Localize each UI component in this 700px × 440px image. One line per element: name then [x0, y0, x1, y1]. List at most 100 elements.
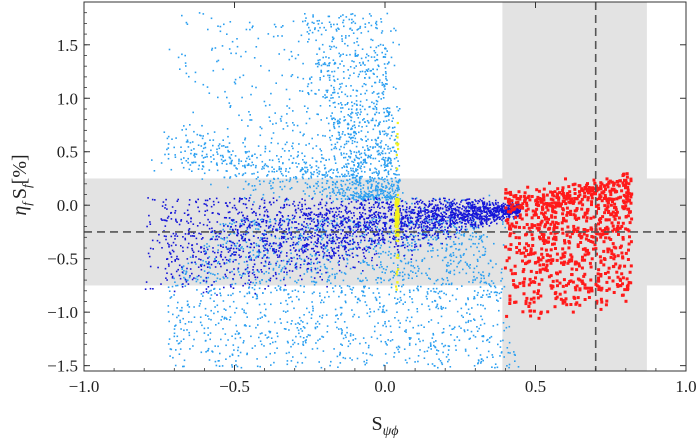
point-dark-blue: [288, 219, 291, 221]
point-light-blue: [341, 331, 343, 333]
point-light-blue: [362, 261, 365, 263]
point-light-blue: [293, 124, 295, 126]
point-dark-blue: [502, 217, 505, 220]
point-light-blue: [326, 175, 328, 177]
point-light-blue: [354, 338, 357, 340]
point-light-blue: [337, 138, 340, 140]
point-dark-blue: [461, 216, 464, 219]
point-dark-blue: [421, 228, 424, 231]
point-light-blue: [426, 350, 429, 352]
point-light-blue: [300, 34, 303, 37]
point-light-blue: [315, 342, 317, 344]
point-light-blue: [308, 195, 310, 197]
point-light-blue: [420, 285, 422, 288]
point-light-blue: [345, 16, 348, 18]
point-light-blue: [375, 185, 377, 188]
point-light-blue: [236, 330, 238, 333]
point-light-blue: [178, 342, 181, 344]
point-light-blue: [446, 231, 448, 234]
point-light-blue: [279, 279, 282, 282]
point-light-blue: [466, 262, 468, 265]
point-dark-blue: [459, 211, 462, 213]
point-light-blue: [360, 280, 363, 283]
point-light-blue: [364, 158, 366, 161]
point-light-blue: [451, 217, 453, 220]
point-light-blue: [338, 52, 340, 55]
point-light-blue: [376, 287, 379, 290]
point-dark-blue: [235, 221, 238, 223]
point-dark-blue: [483, 201, 486, 203]
point-light-blue: [218, 365, 221, 367]
point-light-blue: [378, 266, 381, 269]
point-light-blue: [269, 120, 271, 122]
point-light-blue: [263, 272, 265, 275]
point-dark-blue: [326, 209, 328, 211]
point-light-blue: [187, 161, 189, 164]
point-dark-blue: [232, 260, 234, 263]
point-light-blue: [455, 248, 457, 250]
point-light-blue: [233, 259, 236, 261]
point-dark-blue: [449, 221, 451, 223]
point-light-blue: [262, 292, 264, 294]
point-dark-blue: [333, 240, 336, 243]
point-light-blue: [347, 123, 350, 126]
point-dark-blue: [425, 228, 427, 230]
point-dark-blue: [260, 269, 262, 271]
point-dark-blue: [301, 208, 304, 210]
point-light-blue: [348, 175, 351, 177]
point-light-blue: [463, 235, 465, 237]
point-light-blue: [503, 285, 506, 288]
point-light-blue: [391, 270, 394, 272]
point-light-blue: [440, 284, 443, 286]
point-light-blue: [349, 267, 352, 270]
point-light-blue: [315, 272, 318, 274]
point-light-blue: [210, 17, 213, 20]
point-light-blue: [217, 96, 219, 99]
point-light-blue: [277, 285, 280, 287]
point-light-blue: [391, 183, 393, 186]
point-light-blue: [285, 88, 288, 91]
point-dark-blue: [306, 255, 308, 258]
point-light-blue: [170, 296, 173, 298]
point-light-blue: [502, 339, 504, 342]
point-light-blue: [202, 165, 205, 168]
point-light-blue: [384, 341, 387, 343]
point-light-blue: [316, 262, 319, 265]
point-light-blue: [310, 166, 313, 169]
point-dark-blue: [424, 213, 426, 215]
point-light-blue: [319, 295, 321, 297]
point-light-blue: [240, 366, 243, 369]
point-light-blue: [319, 26, 321, 29]
point-dark-blue: [356, 207, 358, 210]
point-light-blue: [330, 143, 333, 146]
point-dark-blue: [381, 234, 384, 237]
point-light-blue: [386, 50, 388, 52]
point-dark-blue: [412, 197, 414, 200]
point-light-blue: [363, 260, 366, 263]
point-light-blue: [427, 346, 430, 349]
point-dark-blue: [301, 205, 303, 208]
point-light-blue: [287, 171, 290, 173]
point-light-blue: [371, 119, 374, 122]
point-light-blue: [336, 218, 338, 220]
point-light-blue: [225, 344, 227, 347]
point-dark-blue: [239, 256, 241, 259]
point-light-blue: [458, 271, 461, 274]
point-light-blue: [417, 265, 419, 268]
point-light-blue: [182, 265, 185, 267]
point-light-blue: [388, 157, 391, 160]
point-light-blue: [362, 352, 364, 354]
point-light-blue: [203, 143, 206, 146]
point-light-blue: [387, 240, 390, 243]
point-dark-blue: [268, 261, 271, 263]
point-light-blue: [377, 64, 379, 67]
point-light-blue: [314, 253, 317, 256]
point-light-blue: [432, 218, 435, 221]
point-light-blue: [363, 227, 365, 230]
point-light-blue: [441, 247, 443, 249]
point-light-blue: [354, 176, 357, 179]
point-dark-blue: [186, 258, 189, 260]
point-light-blue: [276, 260, 279, 263]
point-dark-blue: [319, 269, 321, 272]
point-light-blue: [360, 64, 362, 66]
